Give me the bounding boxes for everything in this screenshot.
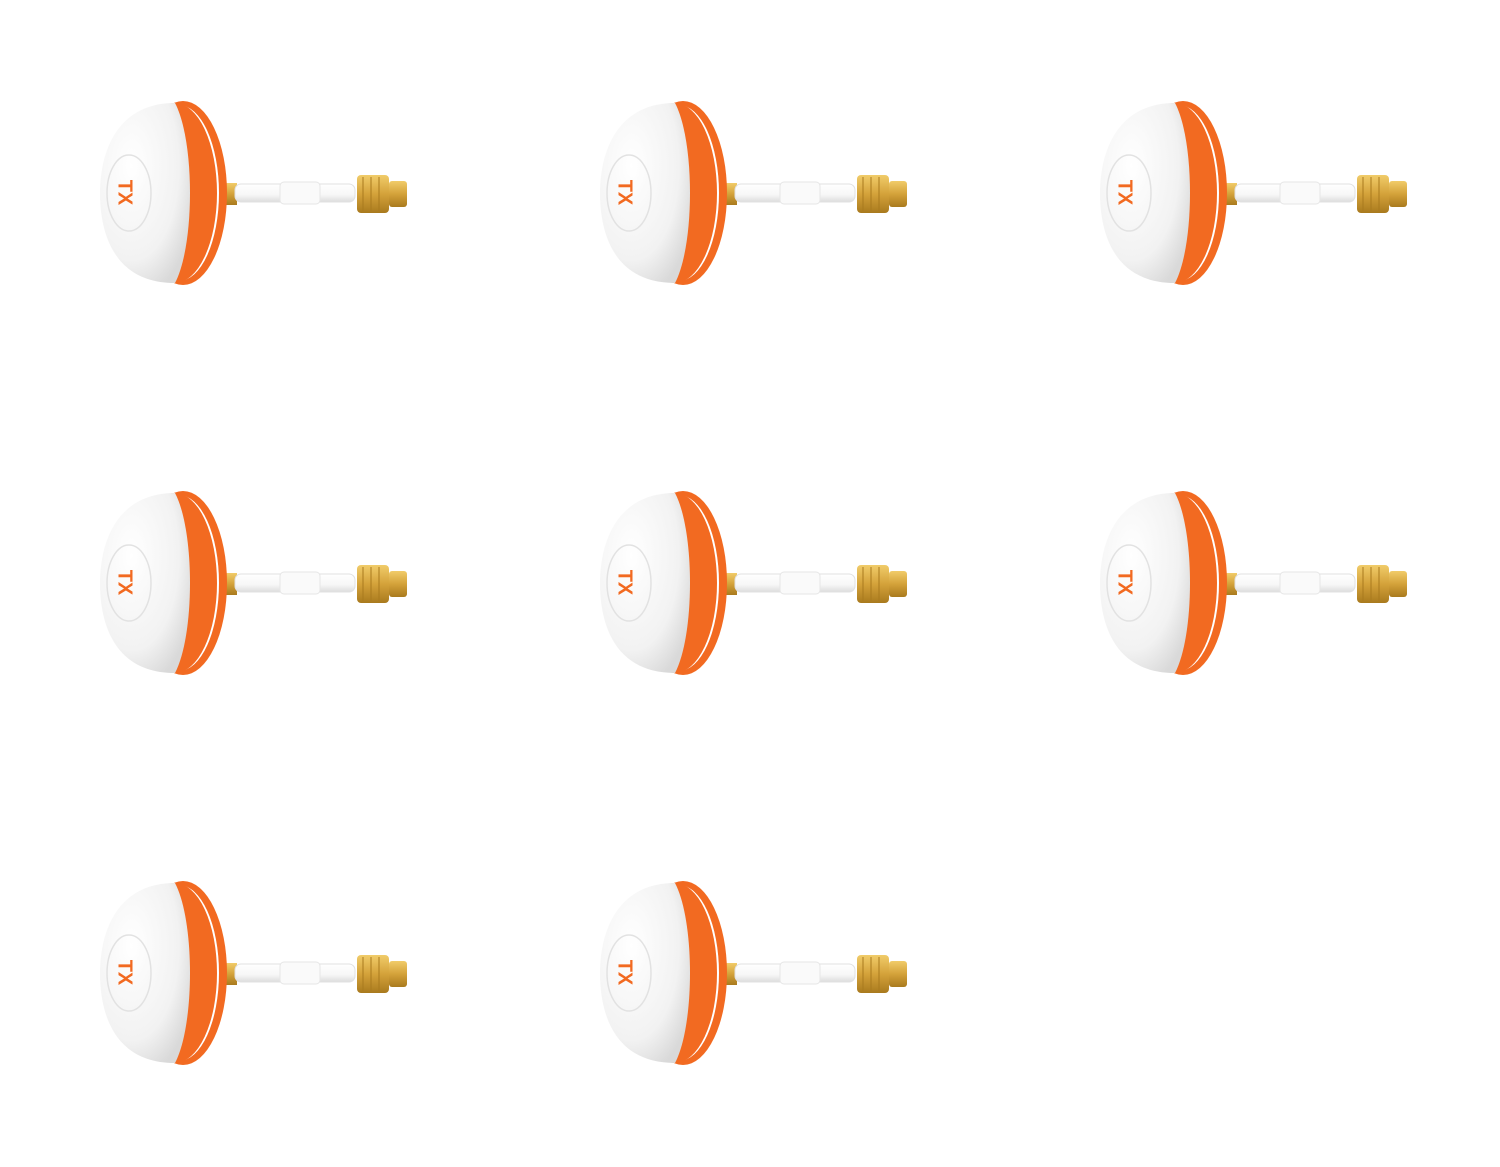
antenna-image: TX [1095, 95, 1415, 295]
tx-logo-text: TX [113, 959, 136, 986]
antenna-image: TX [95, 875, 415, 1075]
tx-logo-text: TX [613, 569, 636, 596]
dome [600, 103, 690, 283]
sma-connector [1357, 175, 1389, 213]
sma-connector [1357, 565, 1389, 603]
tx-logo-text: TX [1113, 179, 1136, 206]
dome [100, 493, 190, 673]
sma-connector [357, 565, 389, 603]
antenna-image: TX [95, 95, 415, 295]
tx-logo-text: TX [613, 959, 636, 986]
dome [100, 103, 190, 283]
sma-connector [857, 955, 889, 993]
antenna-image: TX [595, 485, 915, 685]
tx-logo-text: TX [1113, 569, 1136, 596]
sma-connector [857, 175, 889, 213]
antenna-image: TX [595, 875, 915, 1075]
tx-logo-text: TX [113, 569, 136, 596]
tx-logo-text: TX [113, 179, 136, 206]
dome [1100, 103, 1190, 283]
sma-connector [357, 955, 389, 993]
sma-connector [857, 565, 889, 603]
dome [100, 883, 190, 1063]
antenna-image: TX [595, 95, 915, 295]
sma-connector [357, 175, 389, 213]
dome [1100, 493, 1190, 673]
tx-logo-text: TX [613, 179, 636, 206]
antenna-image: TX [95, 485, 415, 685]
antenna-image: TX [1095, 485, 1415, 685]
dome [600, 493, 690, 673]
dome [600, 883, 690, 1063]
